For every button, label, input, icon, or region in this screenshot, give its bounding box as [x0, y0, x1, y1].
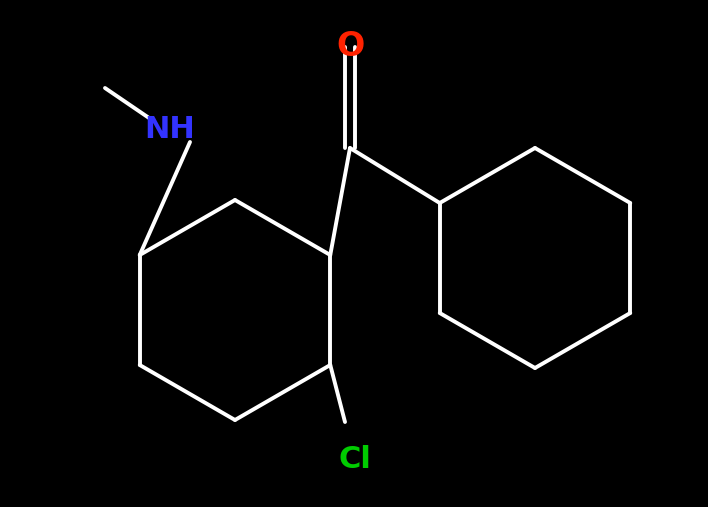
Text: Cl: Cl [338, 446, 372, 475]
Text: O: O [336, 30, 364, 63]
Text: NH: NH [144, 116, 195, 144]
